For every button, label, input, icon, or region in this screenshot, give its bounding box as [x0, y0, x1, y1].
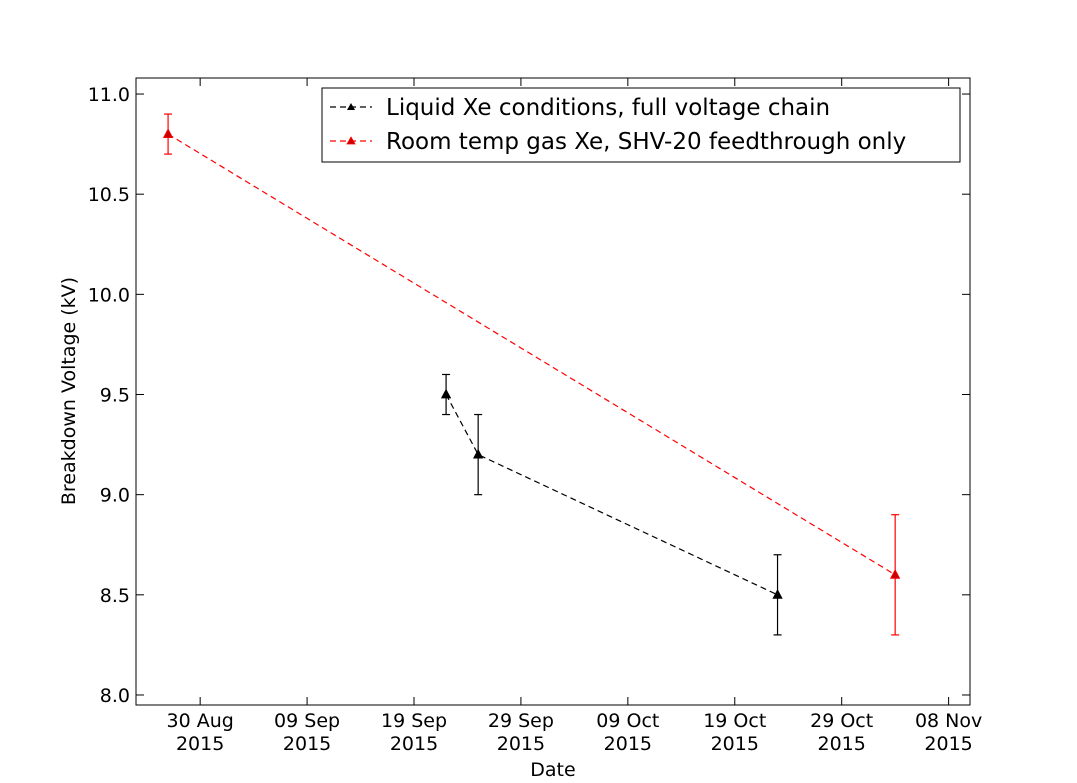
- y-axis-label: Breakdown Voltage (kV): [58, 277, 80, 505]
- x-tick-label-year: 2015: [711, 733, 759, 755]
- x-tick-label: 30 Aug: [166, 710, 233, 732]
- y-tick-label: 11.0: [88, 84, 130, 106]
- x-tick-label: 29 Sep: [488, 710, 554, 732]
- legend-marker-gas-xe: [346, 136, 356, 145]
- x-tick-label-year: 2015: [497, 733, 545, 755]
- data-point-liquid-xe: [772, 588, 783, 599]
- series-line-liquid-xe: [445, 394, 778, 596]
- legend: Liquid Xe conditions, full voltage chain…: [321, 87, 961, 163]
- y-tick-label: 8.5: [100, 585, 130, 607]
- y-tick-label: 10.5: [88, 184, 130, 206]
- x-tick-label-year: 2015: [818, 733, 866, 755]
- data-point-liquid-xe: [472, 448, 484, 459]
- x-tick-label-year: 2015: [176, 733, 224, 755]
- plot-frame: [135, 77, 971, 706]
- legend-label-liquid-xe: Liquid Xe conditions, full voltage chain: [386, 95, 830, 121]
- x-tick-label-year: 2015: [390, 733, 438, 755]
- x-axis-label: Date: [530, 759, 575, 781]
- plot-area: [136, 78, 970, 705]
- data-point-gas-xe: [162, 128, 174, 138]
- x-tick-label-year: 2015: [283, 733, 331, 755]
- x-tick-label: 09 Oct: [596, 710, 659, 732]
- x-tick-label-year: 2015: [604, 733, 652, 755]
- y-tick-label: 9.5: [100, 385, 130, 407]
- x-tick-label: 19 Sep: [381, 710, 447, 732]
- series-line-gas-xe: [167, 133, 896, 576]
- y-tick-label: 8.0: [100, 685, 130, 707]
- y-tick-label: 9.0: [100, 485, 130, 507]
- x-tick-label: 29 Oct: [810, 710, 873, 732]
- x-tick-label: 19 Oct: [703, 710, 766, 732]
- series-layer: [162, 113, 901, 636]
- series-liquid-xe: [440, 373, 783, 636]
- x-tick-label-year: 2015: [924, 733, 972, 755]
- y-tick-label: 10.0: [88, 284, 130, 306]
- data-point-gas-xe: [889, 568, 901, 579]
- legend-entry-liquid-xe: Liquid Xe conditions, full voltage chain: [330, 95, 830, 121]
- x-tick-label: 09 Sep: [274, 710, 340, 732]
- legend-entry-gas-xe: Room temp gas Xe, SHV-20 feedthrough onl…: [330, 129, 906, 155]
- legend-box: [321, 87, 961, 163]
- series-gas-xe: [162, 113, 901, 636]
- legend-marker-liquid-xe: [347, 103, 355, 110]
- data-point-liquid-xe: [440, 388, 452, 399]
- legend-label-gas-xe: Room temp gas Xe, SHV-20 feedthrough onl…: [386, 129, 906, 155]
- x-tick-label: 08 Nov: [915, 710, 982, 732]
